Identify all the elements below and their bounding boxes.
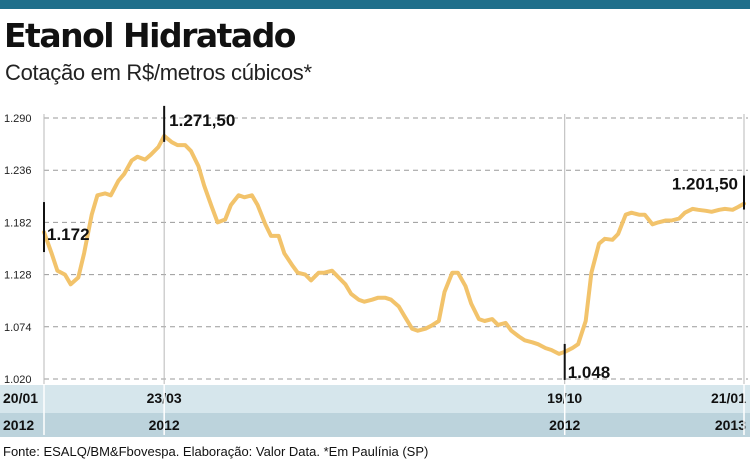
top-accent-bar — [0, 0, 750, 9]
annotation-label: 1.201,50 — [672, 175, 738, 194]
x-tick-year-label: 2012 — [3, 417, 34, 433]
chart-title: Etanol Hidratado — [4, 16, 296, 55]
y-tick-label: 1.182 — [4, 217, 32, 229]
x-axis-day-band — [0, 384, 750, 413]
y-tick-label: 1.128 — [4, 270, 32, 282]
x-tick-year-label: 2013 — [715, 417, 746, 433]
annotation-label: 1.048 — [568, 363, 611, 382]
source-note: Fonte: ESALQ/BM&Fbovespa. Elaboração: Va… — [3, 444, 429, 459]
y-tick-label: 1.074 — [4, 322, 32, 334]
y-tick-label: 1.290 — [4, 113, 32, 125]
chart-subtitle: Cotação em R$/metros cúbicos* — [5, 60, 312, 85]
y-tick-label: 1.236 — [4, 165, 32, 177]
x-tick-day-label: 21/01 — [711, 390, 746, 406]
annotation-label: 1.172 — [47, 225, 90, 244]
line-chart: 1.290 1.236 1.182 1.128 1.074 1.020 1.172 1.271… — [3, 105, 748, 435]
chart-area: 1.290 1.236 1.182 1.128 1.074 1.020 1.172 1.271… — [0, 105, 750, 435]
annotation-label: 1.271,50 — [169, 111, 235, 130]
price-series-line — [42, 133, 746, 356]
x-tick-day-label: 20/01 — [3, 390, 38, 406]
y-tick-label: 1.020 — [4, 374, 32, 386]
x-axis-year-band — [0, 413, 750, 437]
